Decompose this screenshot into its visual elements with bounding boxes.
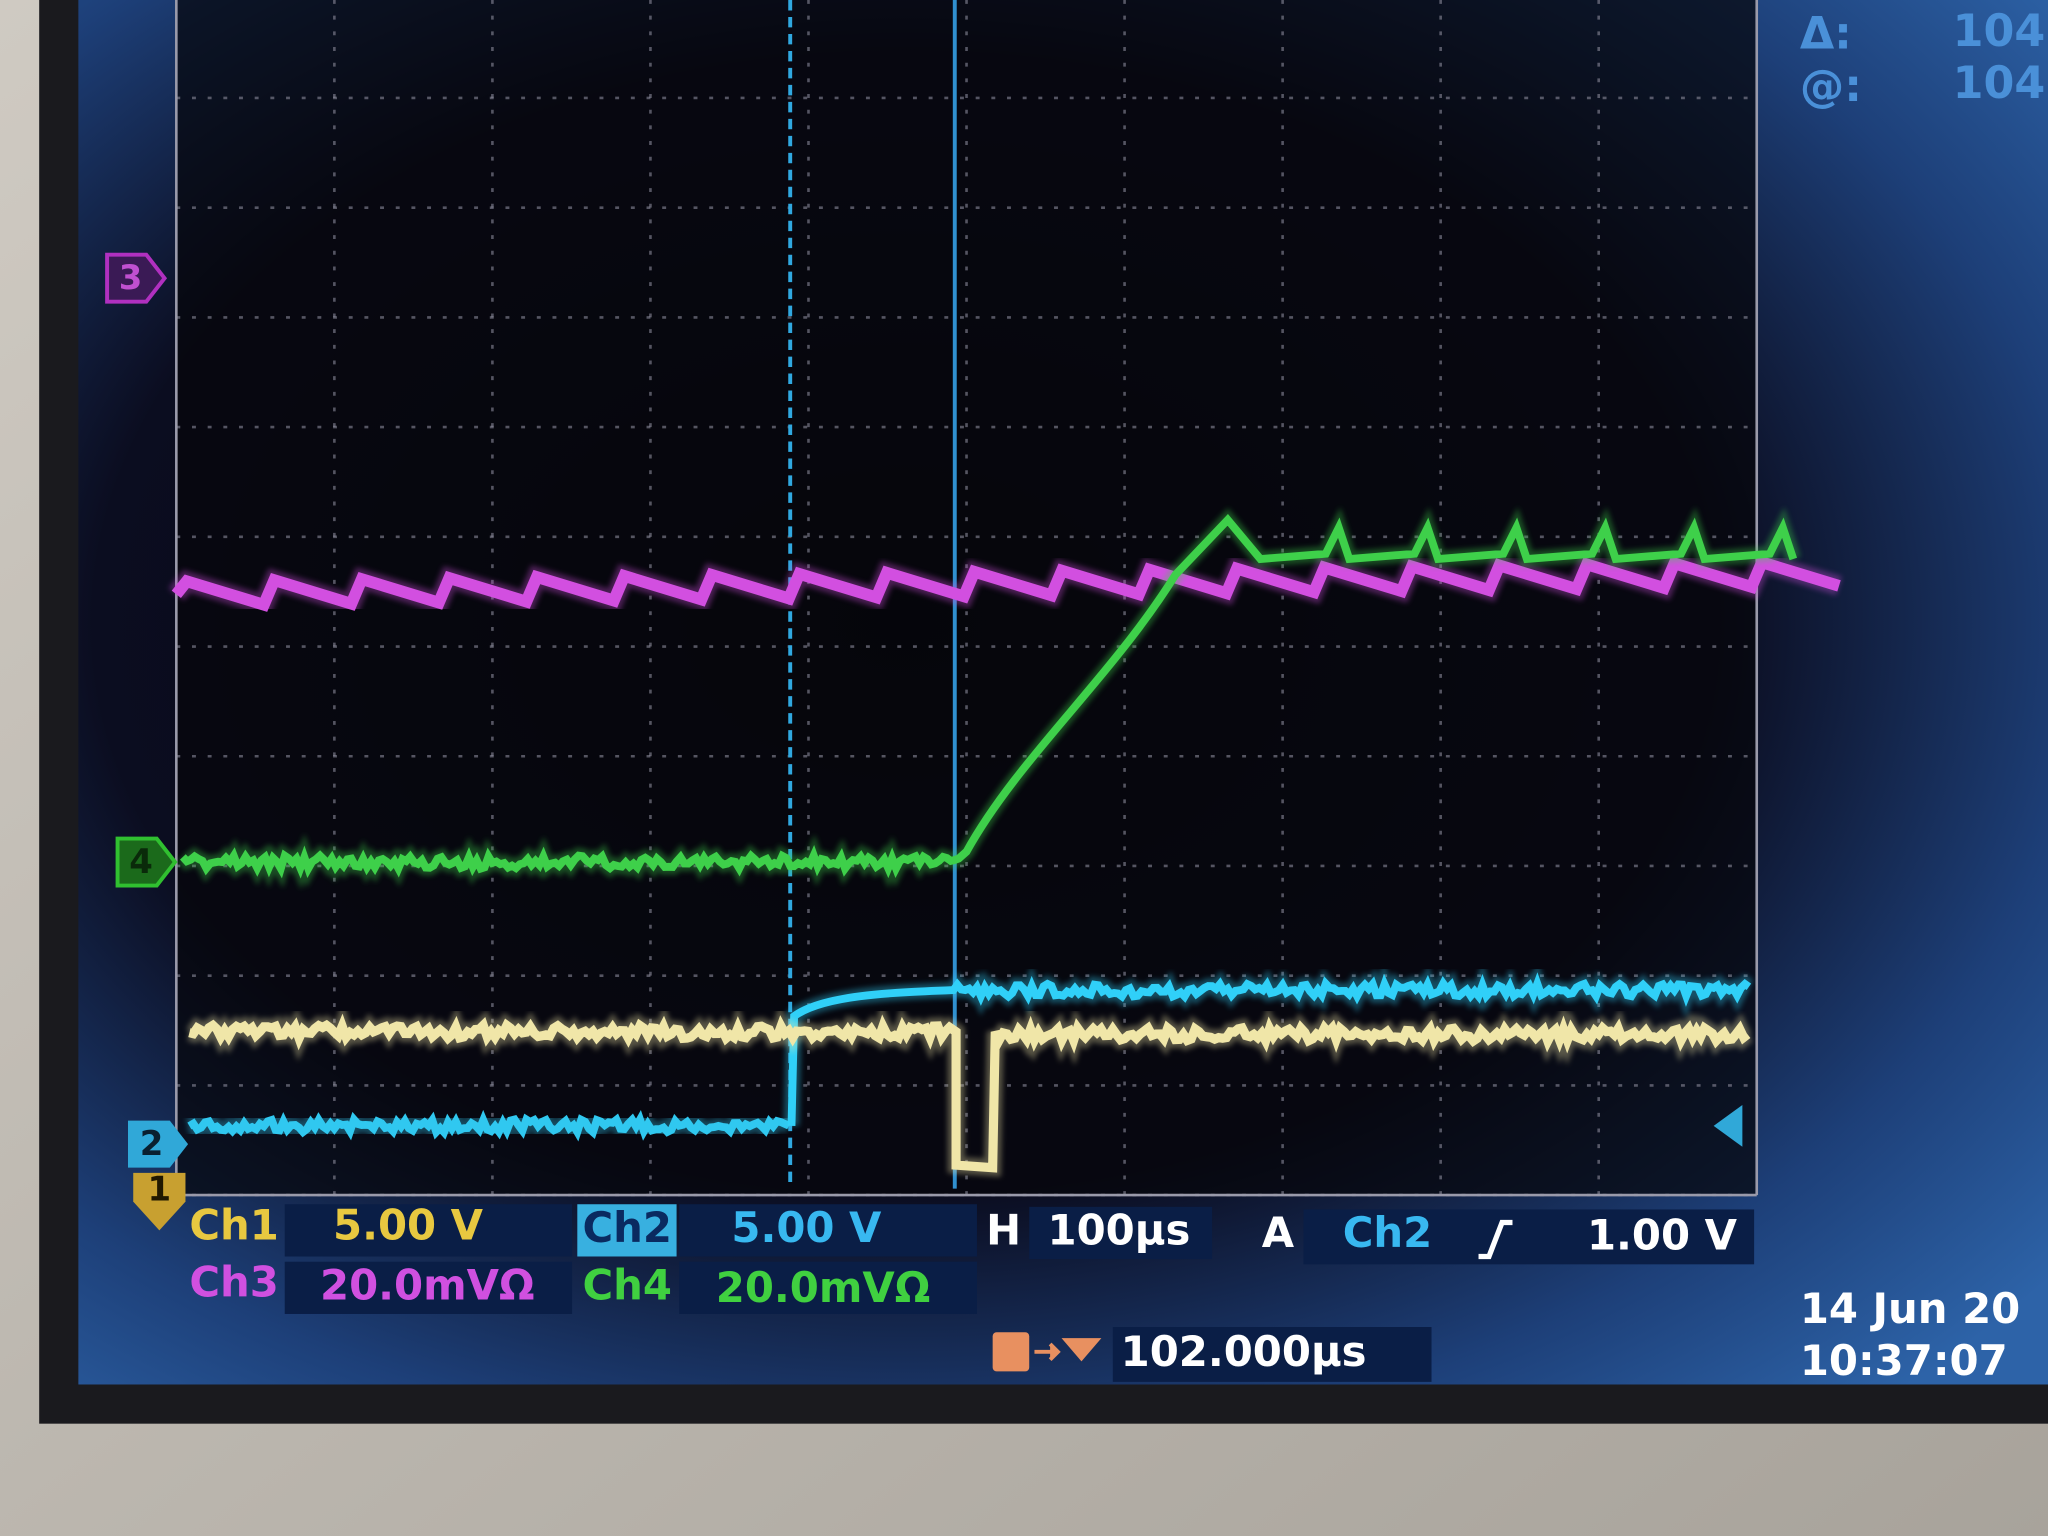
ch3-marker-label: 3 — [119, 258, 143, 298]
trigger-label: A — [1262, 1208, 1295, 1257]
ch2-scale: 5.00 V — [731, 1203, 882, 1252]
ch4-scale: 20.0mVΩ — [716, 1263, 930, 1312]
time: 10:37:07 — [1800, 1336, 2008, 1385]
ch3-label: Ch3 — [189, 1258, 278, 1307]
date: 14 Jun 20 — [1800, 1284, 2020, 1333]
h-scale: 100µs — [1048, 1205, 1191, 1254]
delta-value: 104 — [1953, 6, 2046, 57]
trigger-source: Ch2 — [1343, 1208, 1432, 1257]
trigger-pos-icon — [993, 1332, 1030, 1371]
ch2-label: Ch2 — [583, 1203, 672, 1252]
ch4-marker-label: 4 — [129, 842, 153, 882]
ch1-scale: 5.00 V — [333, 1200, 484, 1249]
trigger-level: 1.00 V — [1587, 1211, 1738, 1260]
ch2-marker-label: 2 — [140, 1124, 164, 1164]
at-label: @: — [1800, 61, 1862, 112]
ch3-scale: 20.0mVΩ — [320, 1260, 534, 1309]
ch1-label: Ch1 — [189, 1200, 278, 1249]
delta-label: Δ: — [1800, 9, 1852, 60]
ch1-marker-label: 1 — [148, 1170, 172, 1210]
at-value: 104 — [1953, 58, 2046, 109]
trigger-position: 102.000µs — [1121, 1327, 1367, 1376]
h-label: H — [986, 1205, 1021, 1254]
ch4-label: Ch4 — [583, 1260, 672, 1309]
